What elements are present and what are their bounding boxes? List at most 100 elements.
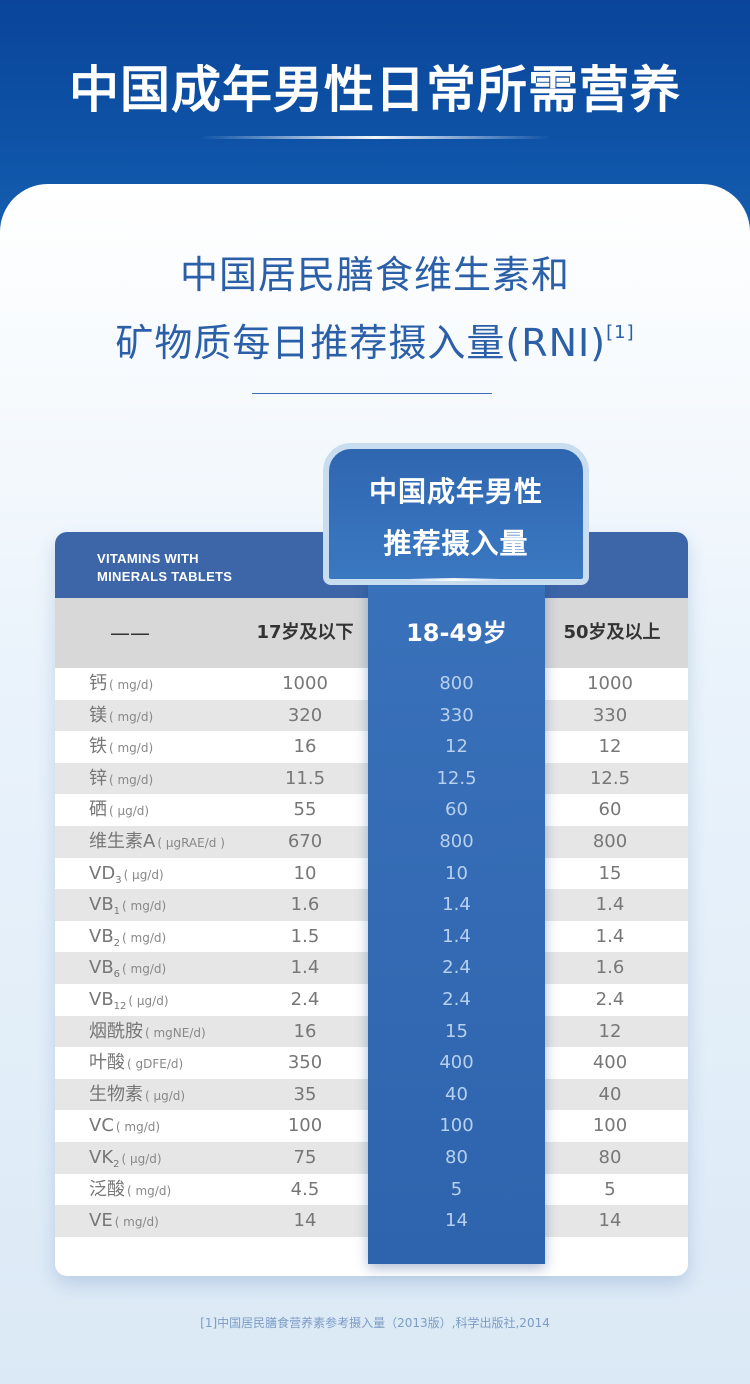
value-17-under: 14 <box>293 1210 317 1232</box>
highlight-header <box>323 443 589 585</box>
value-17-under: 350 <box>287 1052 323 1074</box>
nutrient-unit: ( μg/d) <box>145 1088 186 1103</box>
brand-line-2: MINERALS TABLETS <box>97 569 233 584</box>
value-50-over: 2.4 <box>595 988 625 1010</box>
value-50-over: 12.5 <box>589 767 631 789</box>
value-18-49: 100 <box>439 1115 474 1137</box>
nutrient-unit: ( mg/d) <box>114 1215 159 1230</box>
highlight-title-line-2: 推荐摄入量 <box>383 527 529 560</box>
nutrient-name: VB6( mg/d) <box>89 952 299 984</box>
nutrient-name: 生物素( μg/d) <box>89 1079 299 1111</box>
value-17-under: 35 <box>293 1083 317 1105</box>
nutrient-label: VE <box>89 1210 113 1232</box>
value-18-49: 40 <box>445 1083 468 1105</box>
nutrient-label: 硒 <box>89 799 107 821</box>
value-50-over: 12 <box>598 1020 622 1042</box>
heading-line-1: 中国居民膳食维生素和 <box>179 253 570 297</box>
nutrient-name: 叶酸( gDFE/d) <box>89 1047 299 1079</box>
column-header-50-over: 50岁及以上 <box>563 622 661 643</box>
nutrient-subscript: 2 <box>113 937 121 949</box>
highlight-divider <box>408 578 500 581</box>
value-50-over: 1.4 <box>595 925 625 947</box>
brand-label: VITAMINS WITH MINERALS TABLETS <box>97 550 232 586</box>
nutrient-name: 锌( mg/d) <box>89 763 299 795</box>
value-50-over: 12 <box>598 736 622 758</box>
nutrient-unit: ( mg/d) <box>122 899 167 914</box>
nutrient-unit: ( mg/d) <box>109 772 154 787</box>
value-18-49: 330 <box>439 704 474 726</box>
column-header-nutrient: —— <box>110 621 150 645</box>
value-17-under: 1.5 <box>290 925 320 947</box>
value-18-49: 1.4 <box>442 925 471 947</box>
nutrient-label: VB <box>89 957 114 979</box>
nutrient-name: VC( mg/d) <box>89 1110 299 1142</box>
value-50-over: 5 <box>604 1178 616 1200</box>
nutrient-label: VC <box>89 1115 114 1137</box>
value-17-under: 55 <box>293 799 317 821</box>
nutrient-subscript: 3 <box>115 874 122 886</box>
nutrient-label: 生物素 <box>89 1083 143 1105</box>
value-50-over: 400 <box>592 1052 628 1074</box>
nutrient-label: VK <box>89 1146 114 1168</box>
value-18-49: 2.4 <box>442 957 471 979</box>
section-heading: 中国居民膳食维生素和 矿物质每日推荐摄入量(RNI)[1] <box>0 246 750 372</box>
nutrient-unit: ( μgRAE/d ) <box>157 835 225 850</box>
nutrient-unit: ( mg/d) <box>122 962 167 977</box>
brand-line-1: VITAMINS WITH <box>97 551 199 566</box>
value-50-over: 80 <box>598 1146 622 1168</box>
nutrient-unit: ( mgNE/d) <box>145 1025 206 1040</box>
nutrient-label: 钙 <box>89 673 107 694</box>
value-17-under: 100 <box>287 1115 323 1137</box>
value-17-under: 4.5 <box>290 1178 320 1200</box>
nutrient-name: 钙( mg/d) <box>89 668 299 700</box>
value-17-under: 16 <box>293 736 317 758</box>
value-18-49: 12.5 <box>436 767 477 789</box>
nutrient-unit: ( μg/d) <box>128 993 169 1008</box>
nutrient-unit: ( mg/d) <box>109 709 154 724</box>
value-18-49: 12 <box>445 736 468 758</box>
nutrient-label: 维生素A <box>89 830 156 852</box>
nutrient-name: VB12( μg/d) <box>89 984 299 1016</box>
value-50-over: 1.4 <box>595 894 625 916</box>
nutrient-label: VB <box>89 894 114 916</box>
nutrient-subscript: 2 <box>113 1158 120 1170</box>
highlight-title-line-1: 中国成年男性 <box>368 475 543 508</box>
nutrient-label: 泛酸 <box>89 1178 125 1200</box>
nutrient-name: 硒( μg/d) <box>89 794 299 826</box>
value-18-49: 800 <box>439 673 474 694</box>
nutrient-label: 铁 <box>89 736 107 758</box>
value-17-under: 670 <box>287 830 323 852</box>
nutrient-name: VD3( μg/d) <box>89 858 299 890</box>
nutrient-label: VD <box>89 862 116 884</box>
nutrient-unit: ( μg/d) <box>121 1151 162 1166</box>
value-18-49: 15 <box>445 1020 468 1042</box>
nutrient-name: 维生素A( μgRAE/d ) <box>89 826 299 858</box>
nutrient-subscript: 6 <box>113 969 121 981</box>
nutrient-unit: ( μg/d) <box>109 804 150 819</box>
page-title: 中国成年男性日常所需营养 <box>69 61 681 119</box>
value-18-49: 800 <box>439 831 474 852</box>
nutrient-unit: ( μg/d) <box>123 867 164 882</box>
nutrient-subscript: 12 <box>113 1000 127 1012</box>
nutrient-unit: ( mg/d) <box>122 930 167 945</box>
nutrient-label: VB <box>89 925 114 947</box>
nutrient-label: 镁 <box>89 704 107 726</box>
nutrient-label: 叶酸 <box>89 1052 125 1074</box>
nutrient-label: 烟酰胺 <box>89 1020 143 1042</box>
value-17-under: 1000 <box>282 673 328 694</box>
reference-mark: [1] <box>606 322 635 343</box>
value-17-under: 2.4 <box>290 988 320 1010</box>
nutrient-name: VE( mg/d) <box>89 1205 299 1237</box>
value-50-over: 40 <box>598 1083 622 1105</box>
value-50-over: 60 <box>598 799 622 821</box>
value-17-under: 1.4 <box>290 957 320 979</box>
nutrient-name: 泛酸( mg/d) <box>89 1174 299 1206</box>
nutrient-name: 铁( mg/d) <box>89 731 299 763</box>
value-18-49: 1.4 <box>442 894 471 916</box>
value-18-49: 10 <box>445 862 468 884</box>
nutrient-name: VK2( μg/d) <box>89 1142 299 1174</box>
value-50-over: 14 <box>598 1210 622 1232</box>
nutrient-label: VB <box>89 988 114 1010</box>
value-50-over: 800 <box>592 830 628 852</box>
value-18-49: 2.4 <box>442 989 471 1010</box>
